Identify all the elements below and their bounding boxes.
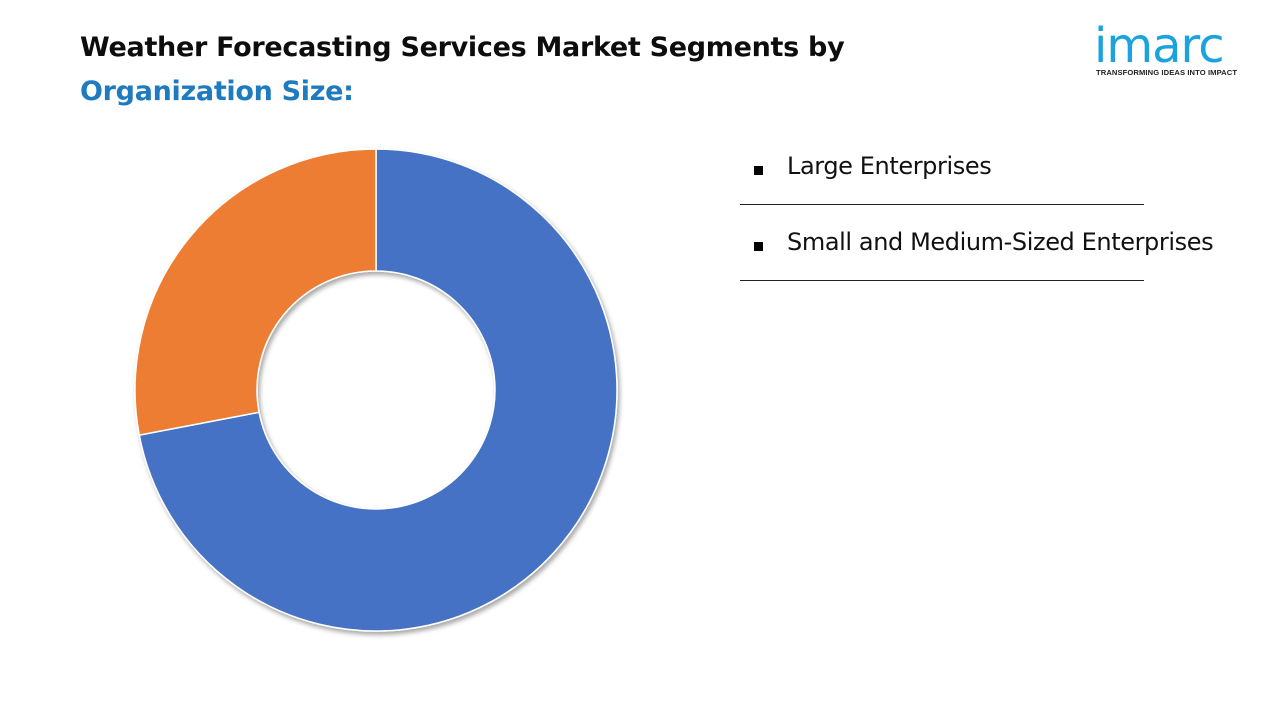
title-line-1: Weather Forecasting Services Market Segm…: [80, 32, 845, 63]
logo-wordmark: imarc: [1094, 18, 1225, 74]
page-title: Weather Forecasting Services Market Segm…: [80, 26, 845, 114]
logo-tagline: TRANSFORMING IDEAS INTO IMPACT: [1096, 68, 1238, 77]
legend: Large Enterprises Small and Medium-Sized…: [740, 138, 1280, 290]
square-bullet-icon: [754, 166, 763, 175]
donut-chart-svg: [134, 148, 618, 632]
divider: [740, 204, 1144, 205]
donut-slice-small-and-medium-sized-enterprises: [134, 148, 377, 437]
donut-chart: [100, 120, 660, 660]
donut-slices: [134, 148, 618, 632]
legend-label: Large Enterprises: [787, 152, 992, 180]
imarc-logo: imarc TRANSFORMING IDEAS INTO IMPACT: [1090, 12, 1250, 80]
divider: [740, 280, 1144, 281]
square-bullet-icon: [754, 242, 763, 251]
donut-slice-large-enterprises: [138, 148, 618, 632]
legend-item-smes: Small and Medium-Sized Enterprises: [740, 214, 1280, 290]
legend-label: Small and Medium-Sized Enterprises: [787, 228, 1214, 256]
title-line-2: Organization Size:: [80, 76, 354, 107]
legend-item-large-enterprises: Large Enterprises: [740, 138, 1280, 214]
